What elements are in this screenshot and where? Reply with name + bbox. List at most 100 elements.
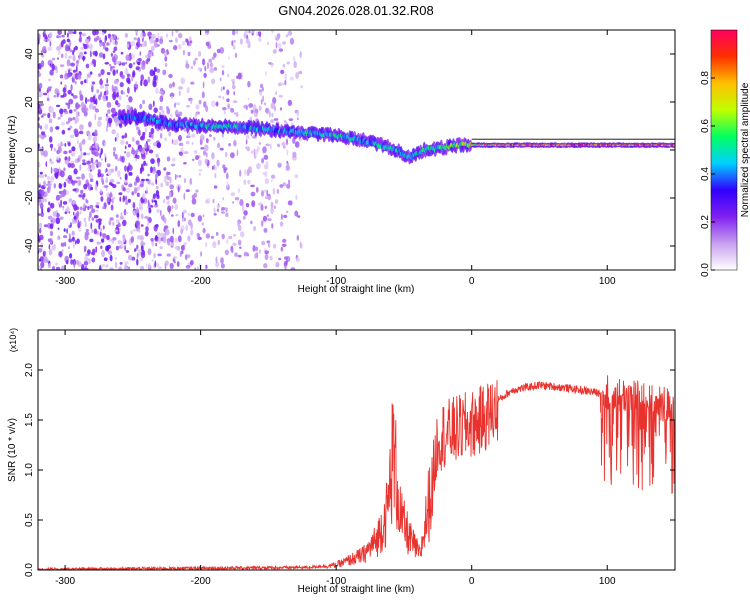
noise-speck [61, 129, 66, 135]
noise-speck [247, 166, 252, 172]
noise-speck [234, 112, 236, 115]
noise-speck [41, 196, 44, 204]
noise-speck [126, 165, 130, 173]
noise-speck [164, 225, 169, 229]
noise-speck [58, 251, 63, 258]
noise-speck [82, 138, 86, 145]
noise-speck [216, 159, 220, 167]
noise-speck [106, 197, 112, 204]
noise-speck [277, 162, 282, 168]
noise-speck [60, 81, 63, 85]
noise-speck [69, 125, 73, 129]
noise-speck [43, 150, 48, 158]
noise-speck [120, 90, 124, 95]
noise-speck [193, 149, 198, 154]
noise-speck [111, 56, 116, 63]
noise-speck [209, 134, 212, 137]
noise-speck [175, 213, 179, 217]
noise-speck [140, 245, 144, 252]
noise-speck [218, 95, 222, 99]
noise-speck [189, 178, 193, 185]
noise-speck [100, 227, 102, 232]
noise-speck [134, 86, 137, 93]
x-tick-label: 0 [469, 576, 475, 587]
noise-speck [107, 117, 113, 124]
noise-speck [187, 219, 192, 226]
noise-speck [205, 30, 209, 33]
noise-speck [214, 173, 217, 179]
noise-speck [63, 150, 68, 155]
noise-speck [94, 129, 98, 137]
noise-speck [91, 149, 96, 155]
noise-speck [124, 68, 129, 75]
noise-speck [65, 208, 69, 212]
noise-speck [280, 82, 285, 86]
noise-speck [125, 195, 128, 201]
noise-speck [262, 146, 267, 154]
noise-speck [103, 153, 107, 158]
noise-speck [286, 160, 289, 164]
noise-speck [190, 98, 193, 105]
noise-speck [53, 183, 56, 189]
noise-speck [212, 241, 217, 249]
noise-speck [109, 198, 112, 203]
noise-speck [165, 181, 170, 187]
noise-speck [190, 66, 194, 70]
y-tick-label: 0 [24, 147, 35, 153]
noise-speck [68, 149, 72, 154]
noise-speck [38, 33, 41, 40]
noise-speck [43, 92, 48, 96]
noise-speck [246, 105, 248, 111]
noise-speck [51, 57, 56, 61]
noise-speck [86, 160, 91, 165]
noise-speck [243, 179, 247, 186]
noise-speck [51, 217, 56, 224]
noise-speck [125, 187, 131, 194]
noise-speck [73, 128, 79, 134]
noise-speck [77, 157, 80, 163]
noise-speck [204, 158, 208, 165]
noise-speck [79, 220, 82, 227]
noise-speck [77, 55, 80, 58]
noise-speck [247, 97, 250, 101]
noise-speck [299, 51, 302, 58]
noise-speck [57, 227, 60, 230]
noise-speck [283, 214, 288, 218]
noise-speck [72, 188, 77, 192]
noise-speck [88, 258, 91, 264]
noise-speck [144, 143, 148, 149]
noise-speck [168, 73, 173, 79]
colorbar-tick-label: 0.6 [700, 119, 711, 133]
noise-speck [171, 205, 174, 209]
noise-speck [202, 214, 205, 218]
noise-speck [60, 199, 62, 206]
noise-speck [280, 246, 284, 252]
noise-speck [135, 153, 138, 159]
noise-speck [270, 207, 274, 215]
noise-speck [97, 172, 102, 178]
noise-speck [160, 215, 163, 220]
noise-speck [47, 215, 53, 220]
noise-speck [47, 112, 51, 119]
noise-speck [215, 256, 218, 264]
colorbar-ticks: 0.0 0.2 0.4 0.6 0.8 [700, 71, 715, 277]
noise-speck [120, 241, 124, 249]
noise-speck [155, 173, 159, 179]
noise-speck [38, 213, 42, 216]
noise-speck [166, 239, 170, 246]
noise-speck [140, 206, 143, 212]
noise-speck [63, 228, 66, 232]
noise-speck [136, 252, 139, 259]
noise-speck [58, 182, 62, 189]
noise-speck [223, 167, 228, 171]
noise-speck [118, 95, 122, 101]
noise-speck [226, 181, 229, 188]
noise-speck [222, 96, 225, 100]
noise-speck [75, 102, 80, 110]
noise-speck [197, 67, 201, 71]
noise-speck [128, 183, 133, 188]
noise-speck [254, 253, 257, 259]
noise-speck [152, 183, 155, 186]
noise-speck [43, 256, 48, 263]
noise-speck [164, 55, 168, 62]
